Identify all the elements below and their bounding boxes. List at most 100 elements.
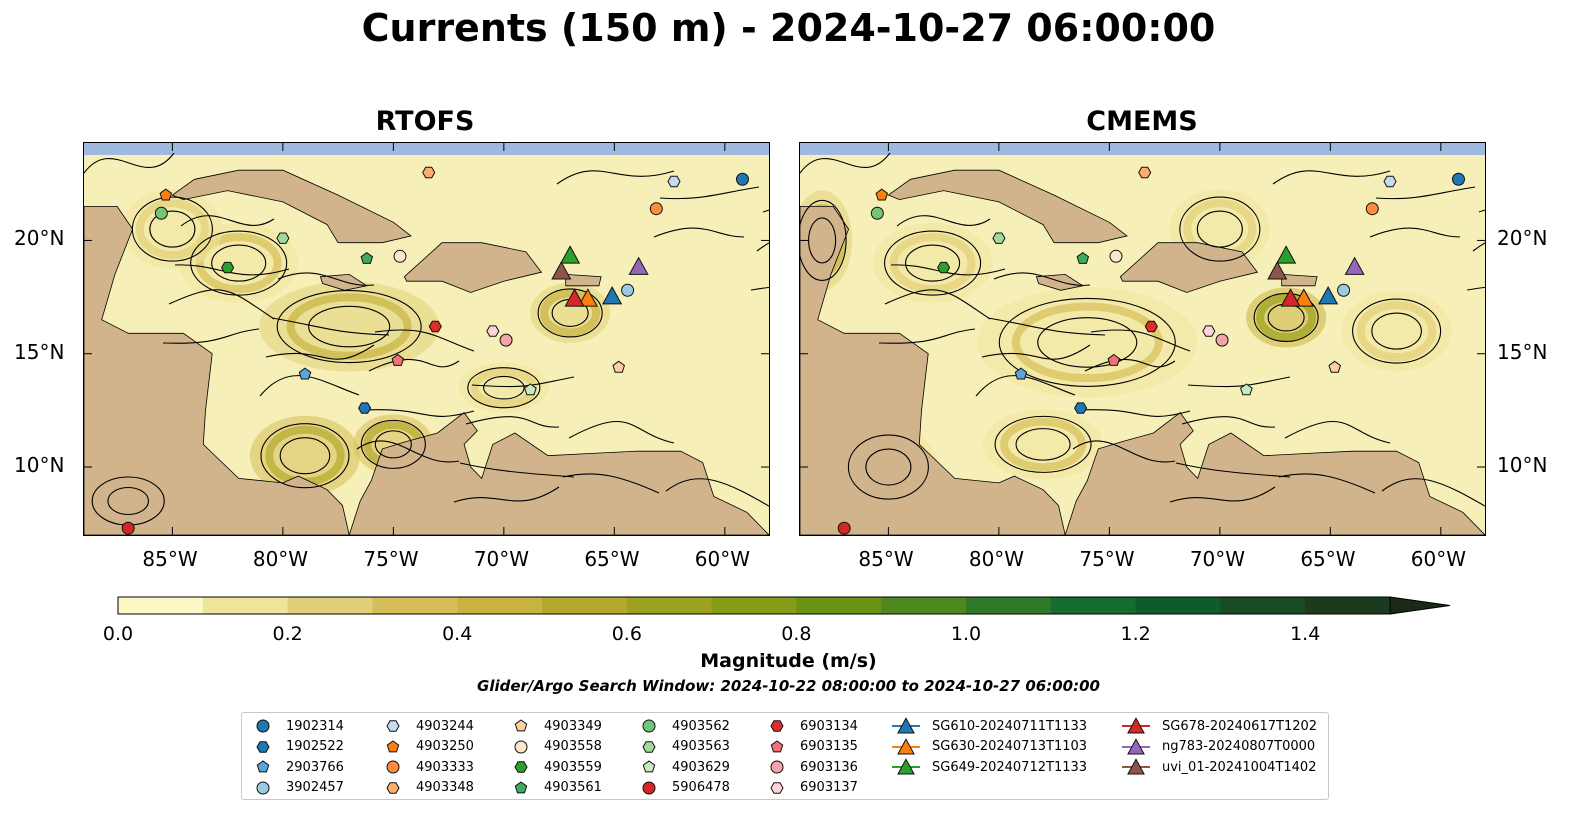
legend-item: 6903134 — [768, 717, 858, 735]
legend-label: 1902314 — [286, 718, 344, 734]
marker-2903766 — [298, 367, 312, 380]
marker-4903562 — [870, 206, 884, 220]
legend-label: SG649-20240712T1133 — [932, 759, 1088, 775]
legend-label: 4903559 — [544, 759, 602, 775]
colorbar-tick-label: 0.0 — [102, 623, 134, 645]
legend-label: 6903134 — [800, 718, 858, 734]
colorbar-swatch — [457, 597, 543, 614]
legend-item: 3902457 — [254, 779, 344, 797]
x-tick-label: 60°W — [694, 547, 751, 571]
colorbar-swatch — [542, 597, 628, 614]
marker-6903134 — [428, 320, 442, 333]
colorbar-tick-label: 1.2 — [1120, 623, 1151, 645]
marker-1902314 — [1451, 172, 1465, 186]
legend-marker-icon — [386, 760, 400, 774]
x-tick-label: 65°W — [1300, 547, 1356, 571]
legend-label: SG678-20240617T1202 — [1162, 718, 1318, 734]
legend-item: 4903244 — [384, 717, 474, 735]
colorbar-tick-label: 0.2 — [272, 623, 303, 645]
marker-4903348 — [422, 166, 436, 179]
colorbar — [117, 596, 1451, 615]
marker-6903137 — [486, 325, 500, 337]
marker-6903135 — [391, 353, 405, 366]
colorbar-swatch — [626, 597, 713, 614]
colorbar-tick-label: 0.4 — [442, 623, 473, 645]
marker-6903137 — [1202, 325, 1216, 337]
marker-4903561 — [1076, 251, 1090, 264]
legend-item: 4903250 — [384, 738, 474, 756]
legend: 1902314 1902522 2903766 3902457 4903244 49032… — [241, 712, 1329, 800]
legend-marker-icon — [256, 719, 270, 733]
colorbar-tick-label: 0.6 — [611, 623, 642, 645]
legend-marker-icon — [256, 740, 270, 753]
x-tick-label: 70°W — [1189, 547, 1246, 571]
legend-label: 5906478 — [672, 780, 730, 795]
marker-5906478 — [837, 521, 851, 535]
marker-ng783-20240807T0000 — [628, 256, 649, 275]
x-tick-label: 80°W — [252, 547, 309, 571]
colorbar-swatch — [796, 597, 882, 614]
legend-label: 6903137 — [800, 780, 858, 795]
legend-label: ng783-20240807T0000 — [1162, 739, 1316, 754]
legend-label: 4903244 — [416, 718, 474, 734]
marker-4903250 — [159, 188, 173, 201]
marker-ng783-20240807T0000 — [1344, 256, 1365, 275]
colorbar-swatch — [711, 597, 797, 614]
marker-5906478 — [121, 521, 135, 535]
y-tick-label-right: 10°N — [1497, 453, 1548, 478]
legend-item: 4903559 — [512, 758, 602, 776]
marker-4903558 — [1109, 249, 1123, 263]
marker-1902314 — [735, 172, 749, 186]
marker-4903561 — [360, 251, 374, 264]
legend-item: 4903333 — [384, 758, 474, 776]
legend-marker-icon — [642, 760, 656, 773]
figure-title: Currents (150 m) - 2024-10-27 06:00:00 — [361, 6, 1216, 50]
marker-4903562 — [154, 206, 168, 220]
legend-marker-icon — [892, 717, 920, 734]
legend-item: SG649-20240712T1133 — [892, 758, 1087, 776]
legend-item: 2903766 — [254, 758, 344, 776]
colorbar-swatch — [1305, 597, 1391, 614]
legend-item: SG610-20240711T1133 — [892, 717, 1087, 735]
colorbar-swatch — [1050, 597, 1137, 614]
colorbar-tick-label: 0.8 — [781, 623, 812, 645]
colorbar-swatch — [202, 597, 289, 614]
legend-label: SG630-20240713T1103 — [932, 739, 1088, 754]
marker-4903559 — [937, 261, 951, 274]
legend-item: ng783-20240807T0000 — [1122, 737, 1316, 756]
legend-marker-icon — [1122, 737, 1150, 754]
marker-4903349 — [1328, 360, 1341, 373]
legend-marker-icon — [642, 781, 656, 794]
marker-6903134 — [1144, 320, 1158, 333]
legend-item: 1902522 — [254, 738, 344, 756]
y-tick-label-right: 15°N — [1497, 339, 1548, 364]
marker-1902522 — [358, 402, 372, 414]
y-tick-label-left: 20°N — [14, 226, 65, 251]
legend-item: 4903348 — [384, 779, 474, 797]
legend-marker-icon — [256, 781, 270, 794]
legend-label: 3902457 — [286, 780, 344, 795]
legend-label: 2903766 — [286, 759, 344, 775]
legend-item: 6903136 — [768, 758, 858, 776]
legend-marker-icon — [642, 719, 656, 733]
colorbar-swatch — [118, 597, 204, 614]
legend-item: 6903135 — [768, 738, 858, 756]
search-window-subtitle: Glider/Argo Search Window: 2024-10-22 08… — [477, 677, 1100, 695]
y-tick-label-left: 10°N — [14, 453, 65, 478]
legend-marker-icon — [1122, 717, 1150, 734]
legend-item: SG630-20240713T1103 — [892, 737, 1088, 756]
marker-4903629 — [1240, 383, 1253, 396]
colorbar-swatch — [1135, 597, 1221, 614]
marker-SG630-20240713T1103 — [577, 288, 598, 307]
x-tick-label: 80°W — [968, 547, 1025, 571]
marker-SG678-20240617T1202 — [564, 288, 585, 307]
panel-title-rtofs: RTOFS — [375, 106, 475, 137]
legend-label: 4903562 — [672, 718, 730, 734]
y-tick-label-right: 20°N — [1497, 226, 1548, 251]
legend-marker-icon — [770, 739, 784, 752]
legend-label: 4903250 — [416, 739, 474, 754]
legend-label: 4903333 — [416, 759, 474, 775]
colorbar-extend-arrow — [1389, 596, 1451, 615]
legend-label: 4903561 — [544, 780, 602, 795]
marker-4903559 — [221, 261, 235, 274]
